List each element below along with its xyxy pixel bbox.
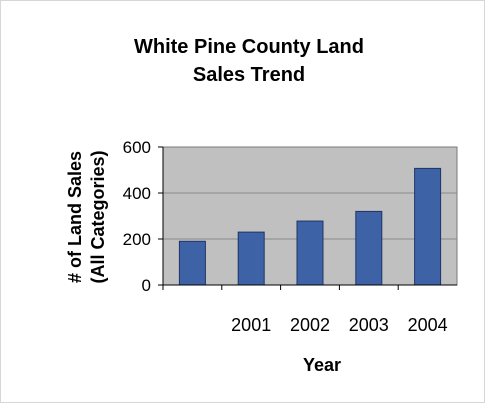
x-tick-label: 2003 [349,315,389,335]
y-tick-label: 400 [123,184,151,203]
bar [178,240,206,286]
y-axis-label-line-2: (All Categories) [88,150,108,283]
bar [237,231,265,286]
y-axis-label-line-1: # of Land Sales [65,151,85,283]
x-tick-label: 2001 [231,315,271,335]
x-tick-label: 2002 [290,315,330,335]
y-tick-label: 600 [123,138,151,157]
chart-title-line-2: Sales Trend [193,64,305,86]
bar [296,220,324,286]
bar [355,210,383,286]
bars [178,167,442,286]
x-axis-label: Year [303,355,341,375]
x-ticks: 2001 2002 2003 2004 [162,284,457,335]
bar [414,167,442,286]
y-tick-label: 0 [142,276,151,295]
chart-title-line-1: White Pine County Land [134,36,364,58]
y-tick-label: 200 [123,230,151,249]
x-tick-label: 2004 [408,315,448,335]
y-ticks: 0 200 400 600 [123,138,164,295]
